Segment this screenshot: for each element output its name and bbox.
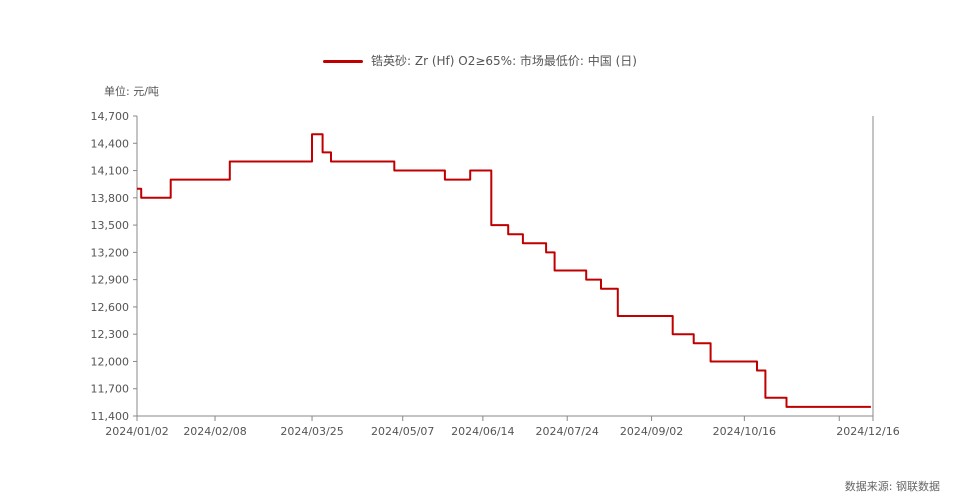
y-tick-label: 11,700: [91, 383, 130, 396]
x-tick-label: 2024/07/24: [536, 425, 599, 438]
x-tick-label: 2024/09/02: [620, 425, 683, 438]
y-tick-label: 14,400: [91, 137, 130, 150]
y-tick-label: 12,000: [91, 355, 130, 368]
chart-legend: 锆英砂: Zr (Hf) O2≥65%: 市场最低价: 中国 (日): [0, 52, 960, 69]
y-tick-label: 13,500: [91, 219, 130, 232]
y-tick-label: 12,900: [91, 274, 130, 287]
x-tick-label: 2024/12/16: [836, 425, 899, 438]
y-tick-label: 14,700: [91, 110, 130, 123]
legend-label: 锆英砂: Zr (Hf) O2≥65%: 市场最低价: 中国 (日): [371, 54, 637, 68]
y-tick-label: 12,600: [91, 301, 130, 314]
unit-label: 单位: 元/吨: [104, 85, 159, 98]
x-tick-label: 2024/03/25: [280, 425, 343, 438]
y-tick-label: 14,100: [91, 165, 130, 178]
source-label: 数据来源: 钢联数据: [844, 480, 940, 493]
series-line: [137, 133, 871, 408]
x-tick-label: 2024/06/14: [451, 425, 514, 438]
x-tick-label: 2024/01/02: [105, 425, 168, 438]
x-tick-label: 2024/02/08: [183, 425, 246, 438]
y-tick-label: 13,200: [91, 246, 130, 259]
x-tick-label: 2024/10/16: [713, 425, 776, 438]
x-tick-label: 2024/05/07: [371, 425, 434, 438]
y-tick-label: 13,800: [91, 192, 130, 205]
legend-swatch: [323, 60, 364, 63]
y-tick-label: 11,400: [91, 410, 130, 423]
y-tick-label: 12,300: [91, 328, 130, 341]
